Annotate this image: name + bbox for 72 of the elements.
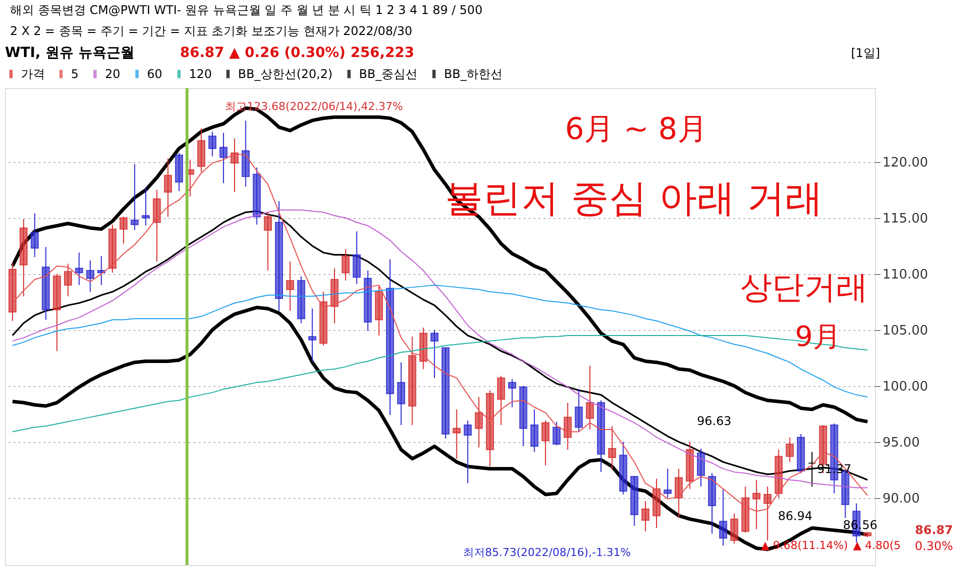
legend-label: 60 (147, 67, 162, 81)
candlestick (452, 408, 461, 460)
candlestick (30, 212, 39, 258)
legend-label: 120 (189, 67, 212, 81)
legend-label: BB_상한선(20,2) (238, 67, 333, 81)
candlestick (230, 138, 239, 193)
y-tick-label: 100.00 (882, 379, 928, 394)
candlestick (430, 329, 438, 379)
candlestick (75, 252, 84, 286)
y-tick-label: 90.00 (882, 491, 920, 506)
annotation: 6月 ~ 8月 (565, 112, 708, 147)
candlestick (508, 378, 516, 408)
candlestick (464, 420, 472, 484)
annotation: 91.37 (817, 462, 852, 476)
text: 해외 종목변경 CM@PWTI WTI- 원유 뉴욕근월 일 주 월 년 분 시 틱 1 2 3 4 1 89 / 500 (10, 3, 482, 17)
legend-label: 가격 (21, 67, 45, 81)
text: 2 X 2 = 종목 = 주기 = 기간 = 지표 초기화 보조기능 현재가 2022/08/30 (10, 24, 412, 38)
text: [1일] (851, 46, 880, 60)
candlestick (586, 365, 594, 430)
candlestick (497, 375, 506, 426)
candlestick (342, 248, 350, 282)
candlestick (730, 512, 738, 544)
candlestick (608, 426, 616, 470)
candlestick (752, 479, 760, 530)
legend-label: 5 (71, 67, 79, 81)
candlestick (397, 362, 406, 426)
text: 0.30% (914, 539, 953, 553)
candlestick (308, 308, 316, 363)
annotation: 86.94 (778, 509, 812, 523)
candlestick (142, 187, 150, 226)
legend-label: BB_중심선 (359, 67, 418, 81)
candlestick (764, 486, 772, 541)
candlestick (120, 216, 128, 244)
candlestick (286, 261, 294, 312)
candlestick (574, 388, 583, 432)
y-tick-label: 110.00 (882, 267, 928, 282)
candlestick (352, 230, 361, 284)
y-tick-label: 115.00 (882, 211, 928, 226)
candlestick (64, 263, 72, 297)
annotation: 최저85.73(2022/08/16),-1.31% (463, 546, 631, 559)
line-series (12, 154, 868, 512)
candlestick (130, 164, 139, 231)
candlestick (97, 255, 106, 286)
candlestick (541, 420, 550, 466)
candlestick (530, 408, 538, 452)
y-tick-label: 120.00 (882, 155, 928, 170)
text: 86.87 (915, 523, 953, 537)
annotation: ▲ 4.80(5 (853, 539, 901, 552)
annotation: 상단거래 (740, 268, 868, 306)
candlestick (219, 132, 228, 184)
candlestick (641, 500, 650, 532)
y-tick-label: 95.00 (882, 435, 920, 450)
annotation: 최고123.68(2022/06/14),42.37% (225, 100, 403, 113)
candlestick (152, 189, 161, 262)
chart-subtitle: 86.87 ▲ 0.26 (0.30%) 256,223 (180, 45, 414, 61)
candlestick (719, 488, 728, 546)
legend-label: 20 (105, 67, 120, 81)
candlestick (664, 468, 672, 498)
annotation: 96.63 (697, 414, 732, 428)
candlestick (552, 421, 561, 446)
candlestick (786, 436, 794, 462)
legend-label: BB_하한선 (444, 67, 502, 81)
candlestick (674, 468, 683, 518)
chart-title: WTI, 원유 뉴욕근월 (5, 45, 134, 61)
y-tick-label: 105.00 (882, 323, 928, 338)
candlestick (208, 131, 216, 157)
candlestick (86, 260, 94, 292)
candlestick (474, 396, 483, 448)
candlestick (564, 402, 572, 450)
candlestick (264, 212, 272, 272)
candlestick (164, 158, 172, 218)
candlestick (696, 448, 705, 488)
